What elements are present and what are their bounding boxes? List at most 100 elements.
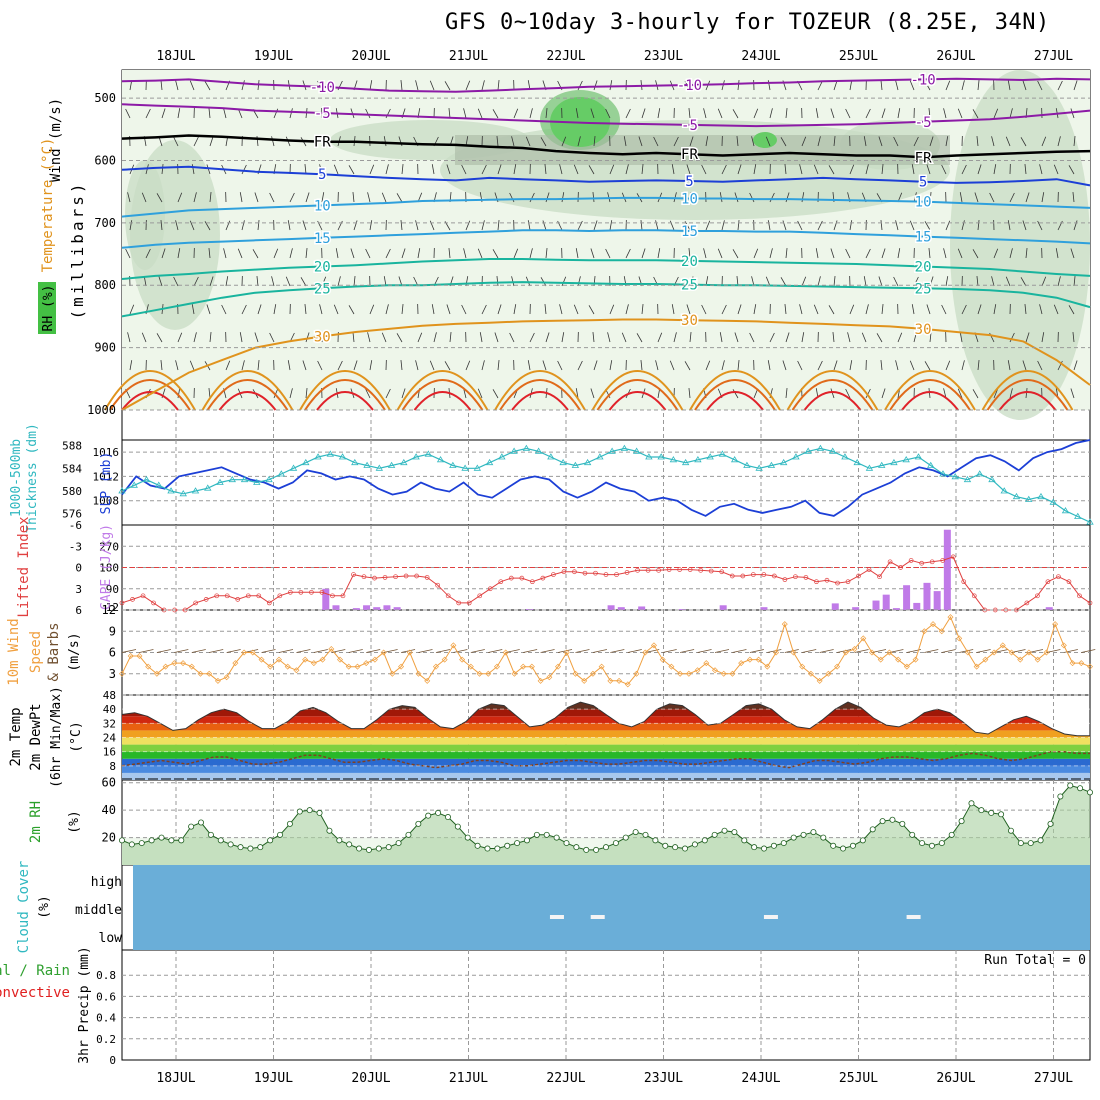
thickness-marker [387, 461, 396, 468]
wind-barb [993, 164, 997, 175]
rh-marker [840, 845, 847, 852]
rh-marker [849, 842, 856, 849]
thickness-marker [204, 484, 212, 491]
pressure-tick-label: 500 [94, 91, 116, 105]
cloud-patch [763, 915, 778, 919]
rh-marker [928, 842, 935, 849]
wind-speed-marker [432, 663, 439, 670]
wind-barb [640, 360, 643, 371]
wind-barb [177, 248, 181, 259]
wind-barb [638, 136, 643, 147]
precip-tick-label: 0.4 [96, 1012, 116, 1025]
temp-tick-label: 24 [103, 732, 117, 745]
wind-barb [797, 360, 803, 371]
wind-barb [590, 108, 595, 119]
wind-barb [385, 304, 389, 315]
wind-barb [849, 360, 853, 371]
rh-marker [188, 823, 195, 830]
wind-barb [961, 220, 965, 231]
wind-barb [396, 333, 403, 343]
wind-barb [333, 164, 339, 175]
thickness-marker [927, 461, 935, 468]
wind-barb [305, 248, 308, 259]
wind-barb [1057, 136, 1061, 147]
wind-barb [271, 276, 275, 287]
wind-barb [127, 332, 131, 343]
wind-barb [769, 332, 775, 343]
wind-barb [721, 304, 727, 315]
day-label-top: 20JUL [351, 49, 390, 64]
wind-speed-marker [947, 614, 954, 621]
cape-bar [831, 603, 839, 610]
surface-wind-barb [924, 649, 939, 653]
wind-barb [801, 332, 805, 343]
wind-barb [895, 80, 899, 91]
wind-barb [509, 332, 515, 343]
wind-barb [605, 108, 611, 119]
li-marker [1077, 593, 1082, 599]
rh-marker [425, 812, 432, 819]
temp-contour-label: 10 [314, 198, 331, 214]
wind-barb [175, 80, 179, 91]
precip-axis-label: 3hr Precip (mm) [77, 946, 92, 1063]
wind-barb [353, 276, 356, 287]
wind-barb [319, 304, 323, 315]
wind-barb [625, 108, 631, 119]
wind-barb [542, 220, 547, 231]
li-marker [793, 574, 798, 580]
surface-temp-contour [201, 370, 294, 411]
wind-barb [545, 248, 548, 259]
rh-marker [257, 844, 264, 851]
temp-tick-label: 16 [103, 746, 116, 759]
wind-speed-marker [886, 649, 893, 656]
rh-marker [761, 845, 768, 852]
wind-barb [477, 108, 483, 119]
wind-barb [976, 136, 979, 147]
wind-barb [1025, 248, 1028, 259]
rh-marker [612, 840, 619, 847]
wind-barb [878, 276, 883, 287]
thickness-marker [914, 453, 923, 460]
wind-barb [991, 136, 995, 147]
surface-wind-barb [767, 649, 782, 653]
thickness-marker [657, 453, 665, 460]
rh-marker [573, 844, 580, 851]
wind-barb [145, 108, 151, 119]
thickness-marker [559, 458, 567, 466]
wind-barb [173, 276, 179, 287]
rh-marker [593, 846, 600, 853]
wind-barb [1039, 164, 1043, 175]
thickness-marker [571, 461, 580, 468]
rh-tick-label: 60 [102, 776, 116, 790]
wind-barb [383, 136, 387, 147]
wind-barb [785, 388, 788, 399]
wind-barb [496, 276, 499, 287]
wind-barb [429, 220, 435, 231]
wind-barb [959, 192, 963, 203]
wind-barb [431, 304, 435, 315]
wind-barb [559, 164, 563, 175]
wind-speed-marker [860, 635, 867, 642]
li-marker [898, 565, 903, 570]
wind-barb [189, 80, 195, 91]
surface-temp-contour [689, 370, 781, 411]
wind-barb [813, 304, 819, 315]
wind-speed-marker [781, 621, 788, 628]
wind-barb [497, 304, 502, 315]
thickness-marker [363, 461, 371, 468]
surface-wind-barb [854, 649, 869, 653]
day-label-bottom: 18JUL [156, 1071, 195, 1086]
rh-marker [958, 818, 965, 825]
wind-barb [577, 276, 581, 287]
wind-barb [161, 108, 166, 119]
wind-barb [703, 248, 707, 259]
wind-barb [881, 108, 886, 119]
wind-barb [289, 248, 293, 259]
thickness-marker [779, 458, 788, 466]
wind-speed-marker [851, 645, 858, 652]
wind-barb [1057, 276, 1061, 287]
li-marker [877, 574, 882, 580]
wind-barb [977, 304, 982, 315]
wind-barb [961, 304, 967, 315]
rh-marker [1057, 793, 1064, 800]
